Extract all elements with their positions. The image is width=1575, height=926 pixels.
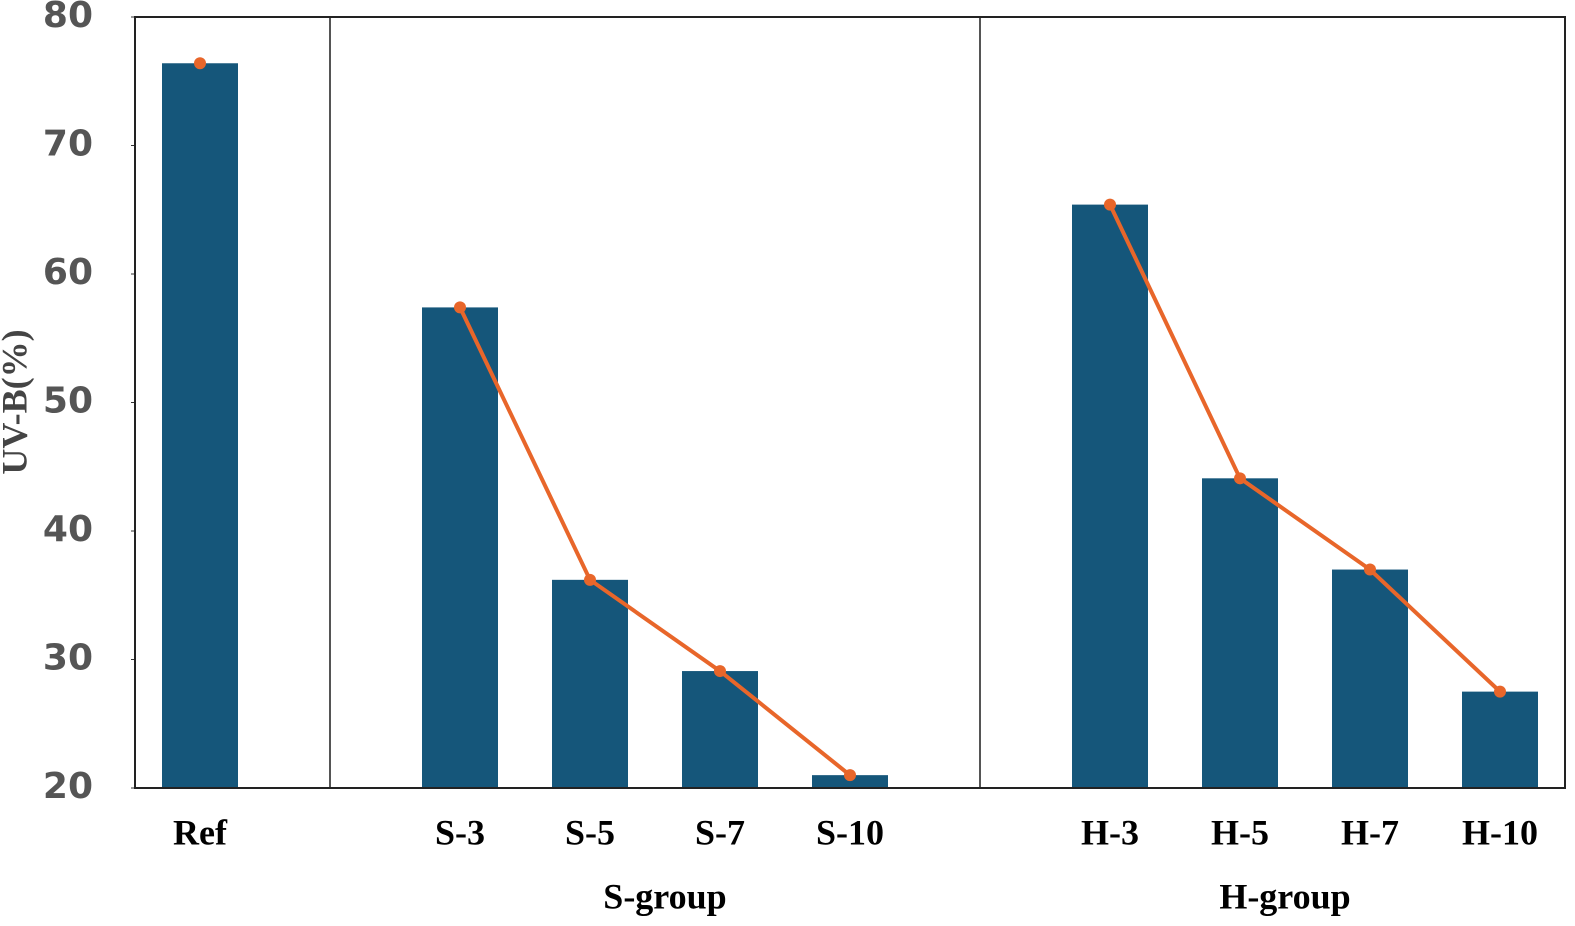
point — [1364, 563, 1376, 576]
point — [454, 301, 466, 314]
x-tick-label: S-5 — [565, 812, 615, 852]
y-tick-label: 70 — [43, 124, 93, 165]
y-axis-label: UV-B(%) — [0, 329, 34, 474]
bar — [422, 307, 498, 788]
bar — [682, 671, 758, 788]
bar — [812, 775, 888, 788]
bar — [552, 579, 628, 788]
point — [1494, 685, 1506, 698]
x-tick-label: S-7 — [695, 812, 745, 852]
y-tick-label: 30 — [43, 638, 93, 679]
x-tick-label: S-3 — [435, 812, 485, 852]
bar — [162, 63, 238, 788]
group-label: H-group — [1219, 876, 1350, 916]
x-tick-label: H-3 — [1081, 812, 1139, 852]
y-tick-label: 60 — [43, 252, 93, 293]
bar — [1332, 569, 1408, 788]
x-tick-label: S-10 — [816, 812, 884, 852]
y-tick-label: 40 — [43, 509, 93, 550]
point — [584, 573, 596, 586]
x-tick-label: Ref — [173, 812, 228, 852]
y-tick-label: 80 — [43, 0, 93, 36]
bar — [1462, 691, 1538, 788]
point — [1104, 198, 1116, 211]
point — [194, 57, 206, 70]
plot-frame — [134, 16, 1566, 789]
x-tick-label: H-7 — [1341, 812, 1399, 852]
point — [1234, 472, 1246, 485]
x-tick-label: H-10 — [1462, 812, 1538, 852]
bar — [1072, 204, 1148, 789]
y-tick-label: 20 — [43, 766, 93, 807]
y-tick-label: 50 — [43, 381, 93, 422]
point — [714, 665, 726, 678]
bar — [1202, 478, 1278, 788]
x-tick-label: H-5 — [1211, 812, 1269, 852]
group-label: S-group — [603, 876, 726, 916]
line — [458, 203, 1502, 777]
point — [844, 769, 856, 782]
